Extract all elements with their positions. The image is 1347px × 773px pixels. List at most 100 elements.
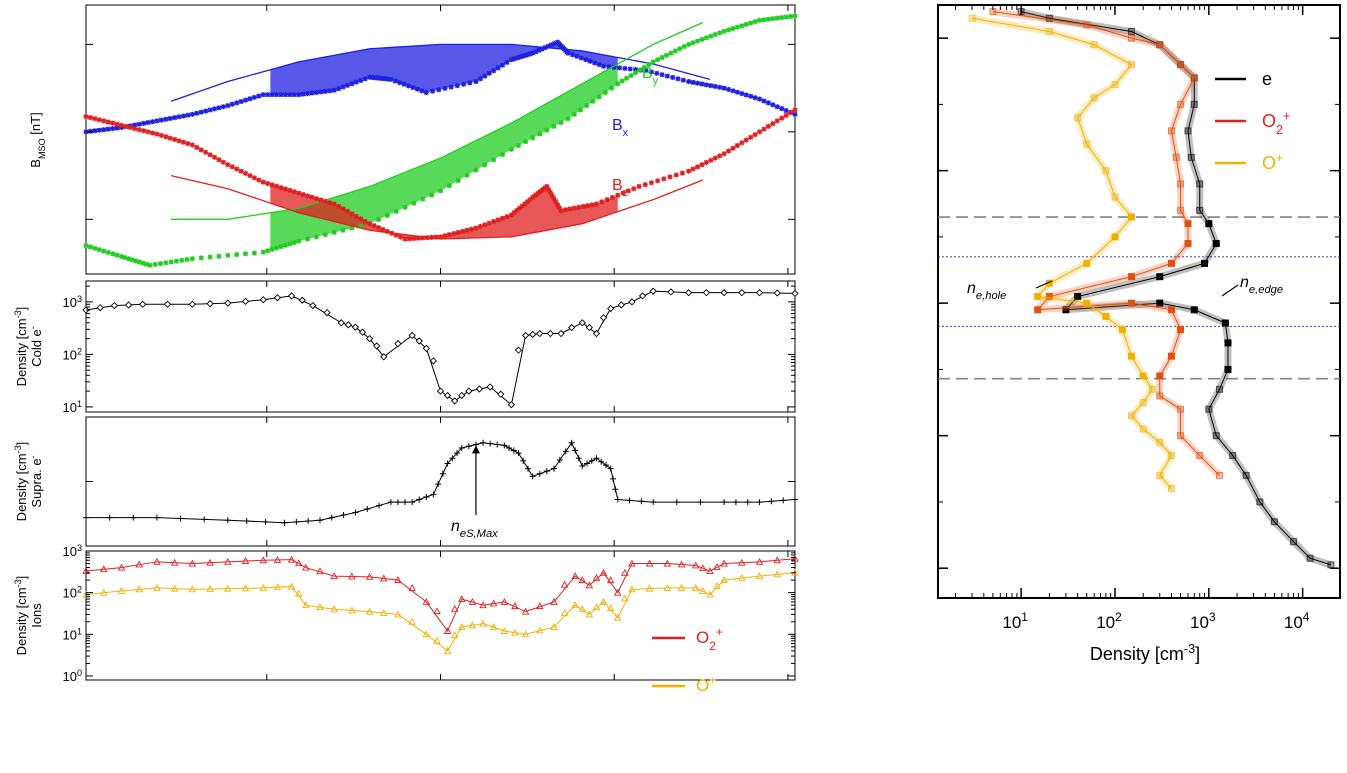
data-point [628,298,636,306]
data-point [645,559,654,567]
measured-point [522,53,528,59]
measured-point [677,46,683,52]
measured-point [495,217,501,223]
data-point [430,491,437,498]
profile-point [1128,352,1136,360]
measured-point [779,115,785,121]
measured-point [92,116,98,122]
data-point [293,518,300,525]
measured-point [788,13,794,19]
measured-point [126,256,132,262]
data-point [720,289,728,297]
measured-point [207,254,213,260]
measured-point [500,62,506,68]
profile-point [1167,306,1175,314]
annotation-ns-max: neS,Max [451,518,498,540]
measured-point [668,50,674,56]
measured-point [414,86,420,92]
measured-point [274,92,280,98]
measured-point [571,205,577,211]
data-point [177,515,184,522]
measured-point [291,189,297,195]
measured-point [265,248,271,254]
measured-point [358,77,364,83]
measured-point [574,53,580,59]
measured-point [500,215,506,221]
measured-point [628,73,634,79]
data-point [96,304,104,312]
profile-point [1128,61,1136,69]
measured-point [203,108,209,114]
measured-point [105,126,111,132]
data-point [153,514,160,521]
profile-point [1270,518,1278,526]
x-tick-label-main: 10 [1096,613,1115,632]
measured-point [792,107,798,113]
data-point [82,567,90,575]
data-point [316,567,324,575]
measured-point [260,92,266,98]
y-tick-label: 103 [62,543,82,559]
measured-point [748,20,754,26]
measured-point [578,107,584,113]
measured-point [176,138,182,144]
panel-1-ylabel: Density [cm-3]Cold e- [13,307,44,387]
measured-point [152,261,158,267]
profile-point [1083,21,1091,29]
data-point [106,514,113,521]
data-point [663,583,672,591]
measured-point [655,178,661,184]
measured-point [327,200,333,206]
measured-point [96,117,102,123]
measured-point [372,75,378,81]
measured-point [287,241,293,247]
measured-point [203,149,209,155]
profile-point [1111,233,1119,241]
measured-point [522,201,528,207]
measured-point [322,198,328,204]
data-point [206,300,214,308]
measured-point [585,203,591,209]
data-point [153,583,161,591]
data-point [511,602,519,610]
data-point [206,585,214,592]
measured-point [680,77,686,83]
profile-point [1074,114,1082,122]
data-point [614,496,621,503]
data-point [536,626,544,634]
x-tick-label-main: 10 [1190,613,1209,632]
measured-point [269,92,275,98]
measured-point [650,59,656,65]
measured-point [637,67,643,73]
measured-point [282,242,288,248]
profile-point [1177,100,1185,108]
data-point [501,442,508,449]
measured-point [369,74,375,80]
measured-point [558,208,564,214]
measured-point [243,251,249,257]
measured-point [699,36,705,42]
annotation-edge-main: n [1240,274,1249,291]
measured-point [730,145,736,151]
data-point [578,319,586,327]
measured-point [251,94,257,100]
measured-point [367,221,373,227]
profile-point [1196,452,1204,460]
data-point [224,557,232,565]
series-markers-1-0 [82,287,799,409]
measured-point [410,85,416,91]
measured-point [282,92,288,98]
profile-point [1177,206,1185,214]
data-point [613,613,622,621]
measured-point [309,194,315,200]
data-point [713,581,721,589]
measured-point [524,199,530,205]
measured-point [377,75,383,81]
data-point [738,558,746,566]
profile-point [1290,538,1298,546]
data-point [571,572,579,580]
measured-point [145,129,151,135]
data-point [458,391,466,400]
measured-point [265,181,271,187]
profile-line-0 [1021,11,1332,566]
